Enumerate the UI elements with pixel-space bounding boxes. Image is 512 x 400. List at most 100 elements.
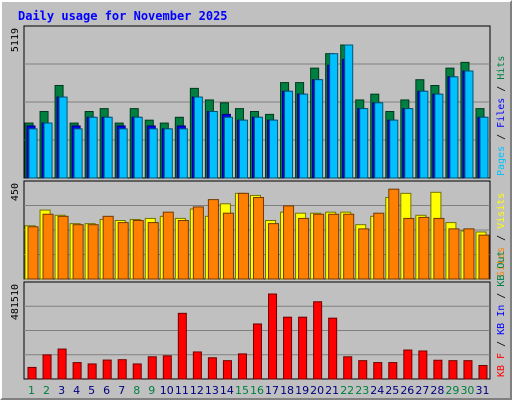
bar-sites-30 (463, 228, 475, 280)
bar-sites-25 (388, 188, 400, 280)
bar-sites-4 (72, 224, 84, 280)
x-tick-label: 4 (73, 384, 80, 397)
bar-sites-5 (87, 224, 99, 280)
bar-pages-11 (178, 128, 188, 179)
bar-kb-f-16 (252, 323, 263, 380)
bar-kb-f-1 (27, 366, 37, 380)
bar-sites-11 (177, 220, 189, 280)
bar-sites-23 (358, 228, 370, 280)
series-legend: KB F / KB In / KB Out (496, 251, 507, 377)
bar-sites-18 (283, 205, 295, 280)
bar-kb-f-9 (147, 356, 157, 380)
bar-kb-f-13 (207, 357, 217, 380)
bar-kb-f-20 (313, 301, 323, 380)
bar-pages-24 (374, 102, 384, 179)
bar-pages-10 (163, 128, 173, 179)
bar-sites-22 (343, 213, 355, 280)
bar-kb-f-14 (222, 360, 232, 380)
y-max-label: 5119 (10, 28, 21, 52)
bars (27, 293, 488, 380)
bar-pages-4 (73, 128, 83, 179)
x-tick-label: 23 (355, 384, 369, 397)
bar-pages-27 (419, 90, 429, 179)
bar-sites-16 (252, 197, 265, 280)
bar-kb-f-26 (403, 349, 413, 380)
bar-sites-20 (313, 213, 325, 280)
bar-kb-f-27 (418, 350, 428, 380)
x-tick-label: 27 (415, 384, 429, 397)
bar-kb-f-25 (388, 362, 398, 380)
bar-sites-9 (147, 222, 159, 280)
bar-pages-7 (118, 128, 128, 179)
bar-pages-28 (434, 93, 444, 179)
bar-sites-12 (192, 206, 204, 280)
bar-pages-5 (88, 116, 98, 179)
x-tick-label: 10 (160, 384, 174, 397)
bar-sites-29 (448, 228, 460, 280)
series-legend: Pages / Files / Hits (496, 56, 507, 176)
bar-kb-f-8 (132, 363, 142, 380)
legend-separator: / (496, 335, 507, 353)
y-max-label: 481510 (10, 284, 21, 320)
bar-sites-19 (298, 217, 310, 280)
bar-pages-26 (404, 108, 414, 179)
bar-pages-19 (299, 93, 309, 179)
x-tick-label: 29 (445, 384, 459, 397)
bar-sites-10 (162, 211, 174, 280)
bar-sites-26 (403, 217, 415, 280)
panel-visits: 450 Sites / Visits (10, 180, 507, 280)
legend-entry: Sites (496, 247, 507, 277)
bar-sites-31 (478, 234, 490, 280)
x-tick-label: 20 (310, 384, 324, 397)
bar-kb-f-4 (72, 362, 82, 380)
legend-entry: KB In (496, 305, 507, 335)
bar-kb-f-28 (433, 359, 443, 380)
x-tick-label: 7 (118, 384, 125, 397)
legend-entry: KB Out (496, 251, 507, 287)
x-tick-label: 14 (220, 384, 234, 397)
x-tick-label: 2 (43, 384, 50, 397)
x-tick-label: 24 (370, 384, 384, 397)
bar-kb-f-6 (102, 359, 112, 380)
chart-panels: 5119 Pages / Files / Hits 450 Sites / Visit… (10, 25, 507, 380)
bar-sites-2 (42, 213, 54, 280)
bar-sites-8 (132, 220, 144, 280)
x-tick-label: 13 (205, 384, 219, 397)
legend-entry: Pages (496, 146, 507, 176)
x-tick-label: 28 (430, 384, 444, 397)
x-tick-label: 1 (28, 384, 35, 397)
bar-kb-f-11 (177, 312, 187, 380)
x-tick-label: 15 (235, 384, 249, 397)
bar-kb-f-12 (192, 351, 202, 380)
bar-sites-27 (418, 216, 430, 280)
bar-sites-1 (27, 226, 39, 280)
bar-pages-21 (329, 53, 339, 179)
bar-pages-6 (103, 116, 113, 179)
bar-sites-21 (328, 213, 340, 280)
x-tick-label: 16 (250, 384, 264, 397)
bar-pages-29 (449, 76, 459, 179)
legend-entry: Files (496, 98, 507, 128)
bar-sites-3 (57, 215, 69, 280)
bar-sites-7 (117, 222, 129, 280)
panel-requests: 5119 Pages / Files / Hits (10, 25, 507, 179)
bar-pages-9 (148, 128, 158, 179)
bar-pages-1 (28, 128, 38, 179)
bar-kb-f-23 (358, 360, 368, 380)
legend-separator: / (496, 229, 507, 247)
y-max-label: 450 (10, 183, 21, 201)
legend-separator: / (496, 128, 507, 146)
bar-kb-f-7 (117, 359, 127, 380)
bar-kb-f-19 (298, 316, 308, 380)
bar-pages-20 (314, 79, 324, 179)
bar-pages-14 (223, 116, 233, 179)
x-tick-label: 3 (58, 384, 65, 397)
bar-kb-f-5 (87, 363, 97, 380)
bar-kb-f-15 (237, 353, 247, 380)
bar-pages-16 (253, 116, 264, 179)
bar-kb-f-30 (463, 360, 473, 380)
x-tick-label: 17 (265, 384, 279, 397)
bar-pages-23 (359, 108, 369, 179)
bar-pages-3 (58, 96, 68, 179)
